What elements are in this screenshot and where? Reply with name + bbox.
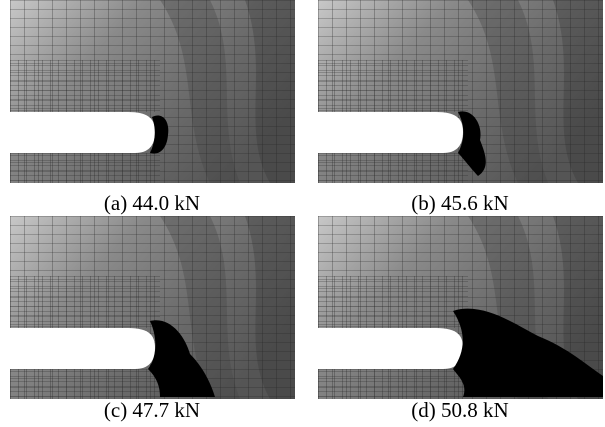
panel-d <box>318 216 603 399</box>
figure: (a) 44.0 kN (b) 45.6 kN (c) 47.7 kN (d) … <box>0 0 605 427</box>
caption: (c) 47.7 kN <box>104 398 200 422</box>
panel-a <box>10 0 295 183</box>
panel-b <box>318 0 603 183</box>
caption: (d) 50.8 kN <box>411 398 508 422</box>
panel-c <box>10 216 295 399</box>
caption: (a) 44.0 kN <box>104 191 200 215</box>
caption: (b) 45.6 kN <box>411 191 508 215</box>
